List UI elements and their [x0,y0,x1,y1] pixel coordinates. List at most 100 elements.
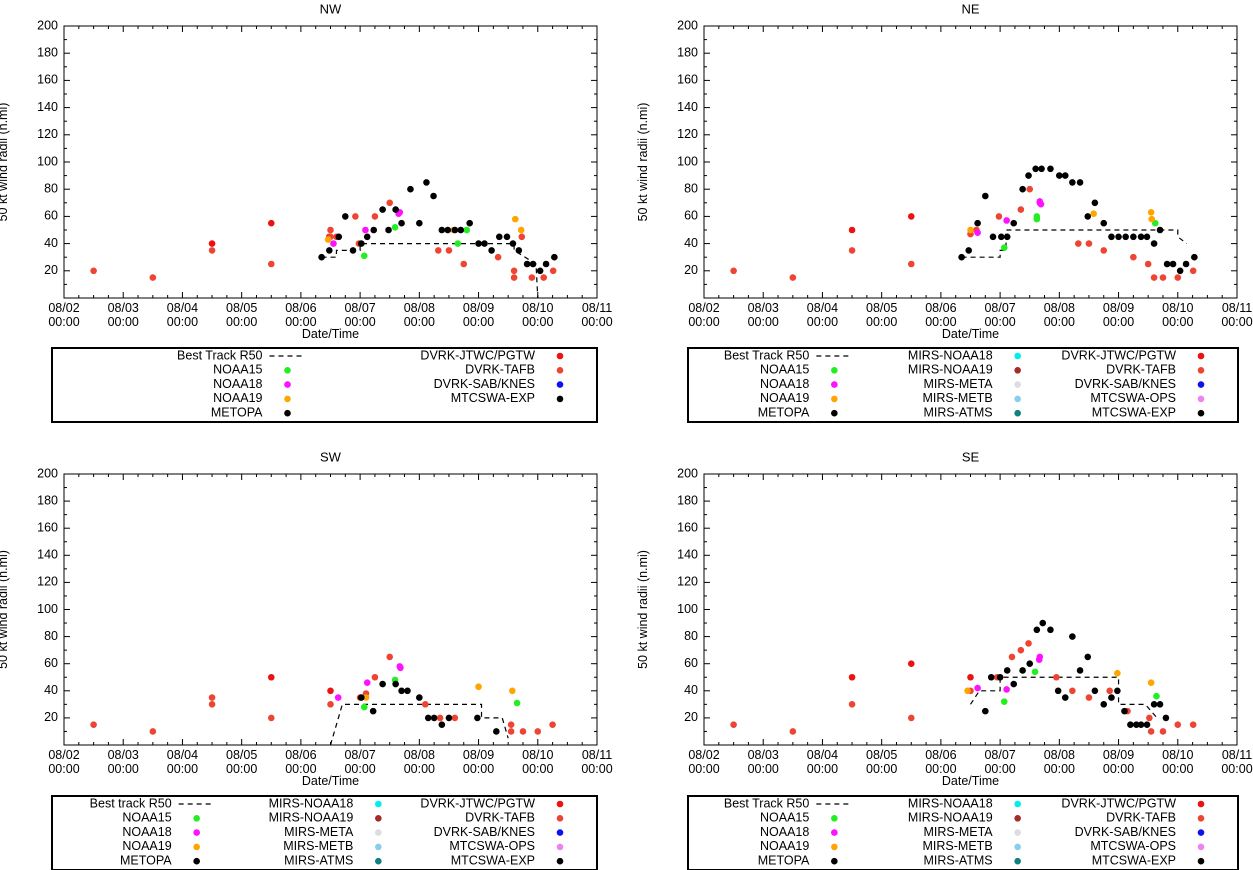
x-tick-time: 00:00 [581,315,612,329]
legend-symbol-mirs-noaa18 [1014,800,1021,808]
point-dvrk-tafb [549,267,557,275]
x-tick-date: 08/02 [688,301,719,315]
legend-symbol-mtcswa-exp [1197,857,1205,865]
point-metopa [444,226,452,234]
point-metopa [457,226,465,234]
x-tick-time: 00:00 [688,762,719,776]
y-tick-label: 160 [37,73,58,87]
point-noaa19 [1148,215,1156,223]
legend-label-noaa19: NOAA19 [213,391,262,405]
point-dvrk-tafb [507,728,515,735]
legend-label-metopa: METOPA [120,853,172,867]
point-dvrk-tafb [1174,721,1182,728]
legend-label-dvrk-tafb: DVRK-TAFB [465,811,535,825]
point-dvrk-jtwc-pgtw [907,213,915,220]
point-metopa [1047,626,1054,634]
point-dvrk-tafb [1147,728,1155,735]
point-dvrk-tafb [1026,185,1034,193]
legend-symbol-dvrk-sab-knes [556,829,564,836]
point-dvrk-tafb [208,694,216,701]
y-tick-label: 200 [37,18,58,32]
x-tick-time: 00:00 [167,762,198,776]
x-tick-time: 00:00 [688,315,719,329]
legend-label-mirs-meta: MIRS-META [923,377,993,391]
point-metopa [1033,626,1041,634]
y-tick-label: 20 [684,263,698,277]
point-metopa [1069,633,1076,640]
point-noaa19 [1147,209,1155,216]
point-dvrk-tafb [1025,640,1032,647]
point-metopa [958,253,965,261]
y-tick-label: 160 [37,520,58,534]
point-dvrk-tafb [1085,694,1093,701]
legend-symbol-noaa15 [284,367,291,374]
point-dvrk-tafb [451,714,459,722]
plot-frame [703,25,1238,299]
x-tick-date: 08/04 [167,748,198,762]
legend-label-noaa15: NOAA15 [760,363,809,377]
point-metopa [974,219,981,227]
legend-symbol-dvrk-sab-knes [556,381,564,388]
point-noaa18 [362,226,369,234]
legend-symbol-mirs-metb [1014,395,1021,403]
y-tick-label: 60 [44,656,58,670]
legend-symbol-dvrk-jtwc-pgtw [556,352,564,360]
x-tick-date: 08/05 [226,301,257,315]
point-metopa [1061,172,1069,179]
point-metopa [1019,185,1026,193]
legend-symbol-mirs-noaa19 [1014,815,1021,822]
point-dvrk-tafb [1053,673,1060,681]
point-metopa [363,233,371,241]
legend-box [687,347,1239,423]
point-dvrk-jtwc-pgtw [848,226,856,234]
point-metopa [1137,233,1145,241]
point-noaa18 [1037,200,1045,208]
legend-box [51,795,598,870]
x-tick-date: 08/04 [807,748,838,762]
x-tick-date: 08/05 [866,301,897,315]
legend-symbol-mtcswa-ops [1197,843,1205,851]
x-tick-date: 08/06 [285,748,316,762]
x-axis-title: Date/Time [302,327,359,341]
x-axis-title: Date/Time [942,327,999,341]
point-metopa [1100,219,1108,227]
point-metopa [357,694,365,701]
point-noaa15 [1033,213,1041,220]
point-dvrk-tafb [90,721,97,728]
y-tick-label: 40 [44,236,58,250]
point-metopa [1122,233,1129,241]
point-noaa19 [475,683,482,691]
point-dvrk-tafb [327,701,334,708]
x-tick-date: 08/09 [463,748,494,762]
x-tick-date: 08/11 [1222,748,1252,762]
y-tick-label: 100 [677,602,698,616]
y-tick-label: 80 [684,181,698,195]
legend-label-metopa: METOPA [211,405,263,419]
legend-label-dvrk-sab-knes: DVRK-SAB/KNES [1075,377,1176,391]
legend-symbol-noaa15 [831,367,838,374]
point-dvrk-tafb [1130,253,1137,261]
y-tick-label: 200 [37,466,58,480]
x-tick-time: 00:00 [581,762,612,776]
point-noaa19 [509,687,516,695]
y-tick-label: 120 [677,575,698,589]
legend-symbol-noaa18 [284,381,291,388]
legend-label-mirs-metb: MIRS-METB [923,839,993,853]
point-dvrk-tafb [534,728,542,735]
point-dvrk-tafb [1159,728,1167,735]
point-metopa [430,192,437,200]
point-dvrk-jtwc-pgtw [967,673,974,681]
point-metopa [438,721,446,728]
y-tick-label: 80 [44,629,58,643]
point-noaa18 [974,684,981,692]
point-dvrk-tafb [1189,267,1197,275]
point-metopa [326,247,333,254]
point-metopa [987,673,995,681]
point-metopa [318,253,325,261]
point-metopa [342,213,349,220]
point-metopa [982,192,989,200]
point-metopa [1010,219,1018,227]
point-dvrk-tafb [371,673,379,681]
point-dvrk-tafb [149,728,157,735]
